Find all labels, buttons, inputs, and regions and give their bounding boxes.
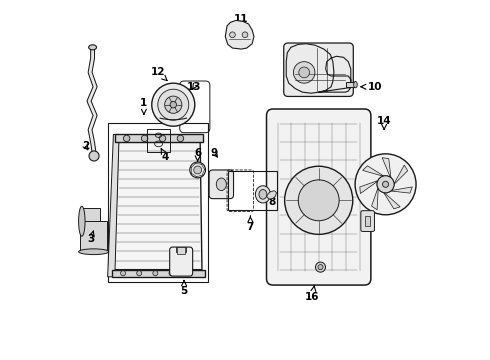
Circle shape (141, 135, 148, 141)
Circle shape (137, 271, 142, 276)
Text: 4: 4 (161, 149, 169, 162)
Text: 16: 16 (305, 286, 319, 302)
Bar (108, 123, 208, 282)
FancyBboxPatch shape (361, 211, 374, 231)
Circle shape (159, 135, 166, 141)
Polygon shape (108, 134, 119, 277)
Circle shape (121, 271, 125, 276)
Circle shape (190, 162, 205, 178)
Circle shape (377, 176, 394, 193)
Text: 15: 15 (373, 202, 388, 212)
Bar (147, 129, 170, 152)
Circle shape (158, 89, 189, 120)
Ellipse shape (89, 45, 97, 50)
Polygon shape (82, 208, 100, 235)
Text: 1: 1 (140, 98, 147, 114)
Text: 10: 10 (361, 82, 382, 92)
Circle shape (170, 102, 176, 108)
Polygon shape (177, 247, 185, 253)
Polygon shape (384, 193, 400, 209)
Text: 8: 8 (262, 197, 275, 207)
Polygon shape (112, 270, 205, 277)
Circle shape (153, 271, 158, 276)
FancyBboxPatch shape (284, 43, 353, 96)
Circle shape (355, 154, 416, 215)
Ellipse shape (78, 206, 85, 236)
Polygon shape (382, 158, 391, 177)
Text: 6: 6 (194, 148, 201, 161)
Circle shape (123, 135, 130, 141)
Polygon shape (286, 44, 351, 93)
Circle shape (89, 151, 99, 161)
Polygon shape (80, 221, 107, 252)
Bar (366, 216, 370, 226)
Circle shape (294, 62, 315, 83)
Polygon shape (225, 21, 254, 49)
Circle shape (318, 265, 323, 270)
FancyBboxPatch shape (209, 170, 234, 199)
Ellipse shape (354, 81, 357, 88)
Circle shape (165, 96, 182, 113)
Polygon shape (391, 187, 412, 193)
Polygon shape (346, 82, 355, 87)
Circle shape (377, 176, 394, 193)
Text: 5: 5 (180, 280, 188, 296)
Ellipse shape (255, 186, 270, 203)
Text: 11: 11 (233, 14, 248, 31)
Circle shape (299, 67, 310, 78)
Polygon shape (360, 181, 378, 194)
Polygon shape (114, 142, 202, 270)
Polygon shape (267, 191, 276, 199)
Polygon shape (394, 165, 408, 184)
Circle shape (383, 181, 389, 187)
Polygon shape (363, 166, 384, 176)
Circle shape (177, 135, 184, 141)
Circle shape (169, 271, 174, 276)
Polygon shape (371, 188, 378, 210)
Circle shape (194, 166, 201, 174)
Ellipse shape (259, 189, 267, 199)
Circle shape (230, 32, 235, 38)
Circle shape (242, 32, 248, 38)
Text: 14: 14 (377, 116, 392, 129)
Circle shape (298, 180, 339, 221)
Text: 3: 3 (87, 231, 95, 244)
FancyBboxPatch shape (267, 109, 371, 285)
Text: 13: 13 (187, 82, 201, 92)
Circle shape (185, 271, 190, 276)
Text: 7: 7 (246, 216, 254, 231)
Circle shape (316, 262, 325, 272)
Bar (228, 171, 277, 211)
Text: 9: 9 (211, 148, 218, 158)
FancyBboxPatch shape (170, 247, 193, 276)
Circle shape (285, 166, 353, 234)
Bar (176, 247, 186, 252)
Text: 2: 2 (82, 141, 89, 151)
Ellipse shape (216, 178, 226, 190)
Text: 12: 12 (151, 67, 167, 81)
Ellipse shape (79, 249, 109, 255)
Circle shape (152, 83, 195, 126)
Polygon shape (115, 134, 203, 142)
